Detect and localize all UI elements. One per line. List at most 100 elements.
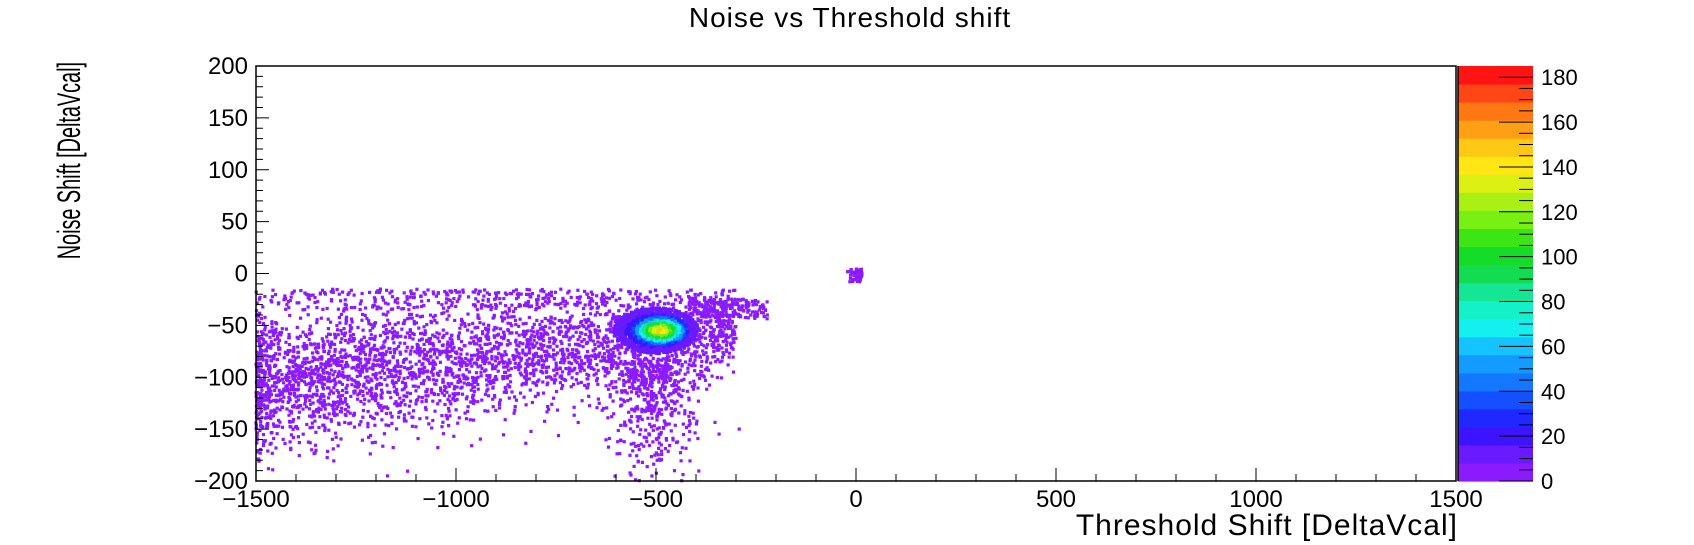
data-point	[261, 425, 265, 429]
data-point	[371, 373, 375, 377]
data-point	[367, 342, 371, 346]
data-point	[687, 303, 691, 307]
data-point	[640, 380, 644, 384]
data-point	[526, 341, 530, 345]
data-point	[409, 292, 414, 296]
data-point	[297, 372, 301, 377]
data-point	[660, 412, 664, 416]
data-point	[297, 350, 301, 354]
data-point	[259, 316, 263, 321]
data-point	[696, 399, 700, 403]
data-point	[339, 397, 343, 401]
data-point	[365, 317, 369, 321]
data-point	[486, 374, 490, 378]
data-point	[256, 367, 260, 371]
data-point	[325, 386, 330, 390]
data-point	[602, 293, 606, 297]
data-point	[495, 346, 499, 350]
data-point	[390, 421, 394, 425]
data-point	[348, 411, 352, 415]
data-point	[525, 292, 529, 296]
data-point	[483, 304, 488, 308]
data-point	[608, 393, 612, 397]
data-point	[270, 431, 274, 435]
data-point	[517, 304, 521, 308]
data-point	[415, 287, 419, 291]
data-point	[475, 308, 479, 312]
data-point	[267, 415, 271, 420]
data-point	[297, 410, 301, 414]
data-point	[297, 394, 301, 398]
data-point	[696, 436, 700, 441]
data-point	[619, 404, 623, 408]
data-point	[590, 366, 594, 370]
data-point	[324, 363, 328, 367]
data-point	[429, 370, 433, 374]
data-point	[257, 459, 261, 463]
data-point	[651, 428, 655, 432]
data-point	[319, 316, 323, 320]
data-point	[294, 380, 298, 384]
data-point	[328, 379, 332, 383]
data-point	[499, 335, 503, 339]
data-point	[606, 350, 610, 354]
data-point	[647, 297, 651, 302]
data-point	[408, 335, 412, 339]
data-point	[287, 413, 291, 417]
data-point	[425, 357, 430, 362]
data-point	[466, 376, 470, 380]
data-point	[608, 352, 612, 356]
data-point	[373, 440, 377, 444]
data-point	[513, 408, 517, 412]
data-point	[371, 305, 375, 309]
data-point	[694, 355, 698, 359]
data-point	[408, 352, 412, 356]
data-point	[483, 409, 487, 413]
data-point	[541, 363, 545, 367]
data-point	[339, 312, 343, 316]
data-point	[446, 298, 451, 302]
data-point	[326, 327, 330, 331]
data-point	[474, 288, 478, 292]
data-point	[657, 441, 661, 445]
data-point	[680, 350, 684, 354]
data-point	[412, 320, 416, 324]
data-point	[700, 335, 704, 339]
data-point	[436, 336, 440, 340]
data-point	[585, 350, 590, 354]
data-point	[299, 334, 303, 338]
data-point	[527, 292, 531, 297]
data-point	[287, 336, 291, 340]
data-point	[380, 418, 384, 422]
data-point	[707, 383, 712, 387]
data-point	[609, 330, 613, 334]
data-point	[720, 355, 725, 359]
data-point	[583, 289, 587, 293]
data-point	[445, 343, 450, 347]
data-point	[280, 405, 285, 410]
data-point	[588, 337, 592, 341]
data-point	[687, 414, 691, 418]
data-point	[651, 440, 655, 444]
data-point	[629, 414, 634, 419]
data-point	[421, 350, 425, 354]
data-point	[414, 362, 418, 366]
data-point	[650, 416, 654, 420]
data-point	[539, 327, 543, 331]
data-point	[631, 297, 635, 301]
data-point	[492, 344, 497, 348]
data-point	[670, 354, 674, 358]
data-point	[494, 375, 498, 379]
data-point	[273, 331, 277, 335]
data-point	[368, 452, 372, 456]
data-point	[564, 333, 568, 337]
data-point	[425, 323, 429, 327]
data-point	[612, 292, 616, 296]
data-point	[721, 314, 725, 319]
data-point	[255, 371, 259, 375]
data-point	[298, 366, 302, 370]
data-point	[460, 348, 464, 352]
data-point	[659, 449, 664, 453]
data-point	[265, 345, 269, 349]
data-point	[310, 369, 314, 373]
